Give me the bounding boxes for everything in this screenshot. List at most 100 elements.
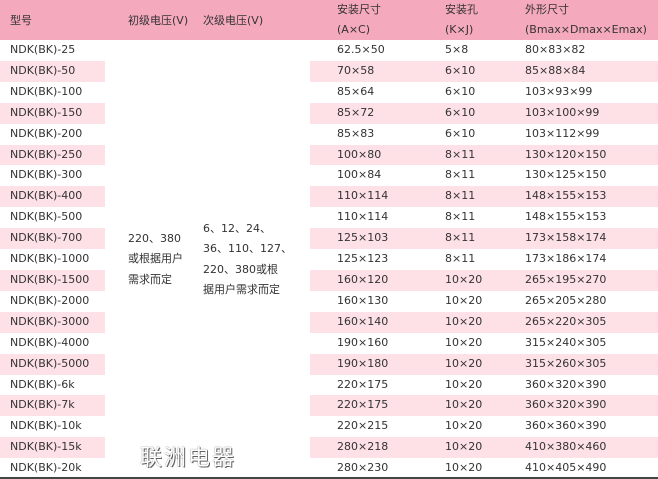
model-cell: NDK(BK)-4000 xyxy=(10,335,90,349)
mount-size-cell: 110×114 xyxy=(337,210,389,224)
mount-hole-cell: 8×11 xyxy=(445,210,476,224)
mount-size-cell: 280×230 xyxy=(337,461,389,475)
mount-hole-cell: 10×20 xyxy=(415,269,500,291)
model-cell: NDK(BK)-25 xyxy=(10,43,76,56)
text-line: 需求而定 xyxy=(128,272,172,286)
mount-size-cell: 160×120 xyxy=(310,269,415,291)
mount-hole-cell: 10×20 xyxy=(415,395,500,417)
table-row: NDK(BK)-300 100×84 8×11 130×125×150 xyxy=(0,165,658,186)
bottom-border xyxy=(0,477,658,479)
mount-size-cell: 160×130 xyxy=(337,293,389,307)
outline-size-cell: 360×320×390 xyxy=(525,377,607,391)
outline-size-cell: 103×112×99 xyxy=(525,126,600,140)
model-cell: NDK(BK)-20k xyxy=(10,461,82,475)
mount-size-cell: 100×80 xyxy=(310,144,415,166)
model-cell: NDK(BK)-1000 xyxy=(10,252,90,266)
mount-size-cell: 85×72 xyxy=(310,102,415,124)
model-cell: NDK(BK)-50 xyxy=(0,60,105,82)
mount-size-cell: 125×123 xyxy=(337,252,389,266)
table-row: NDK(BK)-100 85×64 6×10 103×93×99 xyxy=(0,82,658,103)
model-cell: NDK(BK)-3000 xyxy=(0,311,105,333)
outline-size-cell: 173×158×174 xyxy=(500,228,658,250)
table-row: NDK(BK)-150 85×72 6×10 103×100×99 xyxy=(0,102,658,124)
mount-hole-cell: 10×20 xyxy=(415,353,500,375)
outline-size-cell: 265×205×280 xyxy=(525,293,607,307)
model-cell: NDK(BK)-2000 xyxy=(10,293,90,307)
model-cell: NDK(BK)-700 xyxy=(0,228,105,250)
text-line: 220、380 xyxy=(128,231,181,245)
model-cell: NDK(BK)-200 xyxy=(10,126,83,140)
outline-size-cell: 315×240×305 xyxy=(525,335,607,349)
outline-size-cell: 85×88×84 xyxy=(500,60,658,82)
model-cell: NDK(BK)-100 xyxy=(10,84,83,98)
model-cell: NDK(BK)-500 xyxy=(10,210,83,224)
table-row: NDK(BK)-500 110×114 8×11 148×155×153 xyxy=(0,207,658,228)
model-cell: NDK(BK)-1500 xyxy=(0,269,105,291)
table-row: NDK(BK)-6k 220×175 10×20 360×320×390 xyxy=(0,375,658,396)
mount-hole-cell: 6×10 xyxy=(445,126,476,140)
header-mount-size: 安装尺寸 (A×C) xyxy=(310,0,415,40)
table-row: NDK(BK)-20k 280×230 10×20 410×405×490 xyxy=(0,458,658,479)
model-cell: NDK(BK)-6k xyxy=(10,377,75,391)
mount-hole-cell: 10×20 xyxy=(445,419,483,433)
model-cell: NDK(BK)-400 xyxy=(0,186,105,208)
outline-size-cell: 360×320×390 xyxy=(500,395,658,417)
text-line: 220、380或根 xyxy=(203,262,278,276)
table-row: NDK(BK)-250 100×80 8×11 130×120×150 xyxy=(0,144,658,166)
mount-size-cell: 190×160 xyxy=(337,335,389,349)
outline-size-cell: 148×155×153 xyxy=(525,210,607,224)
header-primary-voltage: 初级电压(V) xyxy=(105,0,198,40)
outline-size-cell: 265×220×305 xyxy=(500,311,658,333)
text-line: 6、12、24、 xyxy=(203,221,271,235)
table-row: NDK(BK)-200 85×83 6×10 103×112×99 xyxy=(0,124,658,145)
mount-size-cell: 190×180 xyxy=(310,353,415,375)
text-line: 36、110、127、 xyxy=(203,242,292,256)
table-row: NDK(BK)-15k 280×218 10×20 410×380×460 xyxy=(0,437,658,459)
mount-size-cell: 62.5×50 xyxy=(337,43,385,56)
model-cell: NDK(BK)-250 xyxy=(0,144,105,166)
mount-hole-cell: 5×8 xyxy=(445,43,469,56)
table-row: NDK(BK)-1000 125×123 8×11 173×186×174 xyxy=(0,249,658,270)
model-cell: NDK(BK)-10k xyxy=(10,419,82,433)
table-row: NDK(BK)-3000 160×140 10×20 265×220×305 xyxy=(0,311,658,333)
outline-size-cell: 80×83×82 xyxy=(525,43,586,56)
mount-hole-cell: 8×11 xyxy=(415,228,500,250)
mount-hole-cell: 10×20 xyxy=(415,437,500,459)
mount-hole-cell: 10×20 xyxy=(445,461,483,475)
mount-hole-cell: 6×10 xyxy=(415,102,500,124)
table-row: NDK(BK)-25 220、380 或根据用户 需求而定 6、12、24、 36、110… xyxy=(0,40,658,479)
mount-size-cell: 125×103 xyxy=(310,228,415,250)
table-row: NDK(BK)-700 125×103 8×11 173×158×174 xyxy=(0,228,658,250)
model-cell: NDK(BK)-15k xyxy=(0,437,105,459)
outline-size-cell: 173×186×174 xyxy=(525,252,607,266)
outline-size-cell: 315×260×305 xyxy=(500,353,658,375)
outline-size-cell: 130×125×150 xyxy=(525,168,607,182)
header-secondary-voltage: 次级电压(V) xyxy=(198,0,310,40)
primary-voltage-cell: 220、380 或根据用户 需求而定 xyxy=(105,40,198,479)
mount-size-cell: 110×114 xyxy=(310,186,415,208)
text-line: 据用户需求而定 xyxy=(203,283,280,297)
model-cell: NDK(BK)-150 xyxy=(0,102,105,124)
outline-size-cell: 265×195×270 xyxy=(500,269,658,291)
model-cell: NDK(BK)-300 xyxy=(10,168,83,182)
table-row: NDK(BK)-2000 160×130 10×20 265×205×280 xyxy=(0,291,658,312)
header-line: (K×J) xyxy=(445,23,474,36)
outline-size-cell: 130×120×150 xyxy=(500,144,658,166)
mount-size-cell: 220×215 xyxy=(337,419,389,433)
mount-hole-cell: 10×20 xyxy=(445,335,483,349)
mount-size-cell: 100×84 xyxy=(337,168,382,182)
header-line: (A×C) xyxy=(337,23,371,36)
mount-size-cell: 70×58 xyxy=(310,60,415,82)
header-line: 安装尺寸 xyxy=(337,3,381,16)
table-row: NDK(BK)-1500 160×120 10×20 265×195×270 xyxy=(0,269,658,291)
table-row: NDK(BK)-5000 190×180 10×20 315×260×305 xyxy=(0,353,658,375)
mount-size-cell: 85×64 xyxy=(337,84,375,98)
mount-hole-cell: 10×20 xyxy=(445,293,483,307)
mount-hole-cell: 10×20 xyxy=(415,311,500,333)
header-row: 型号 初级电压(V) 次级电压(V) 安装尺寸 (A×C) 安装孔 (K×J) 外形… xyxy=(0,0,658,40)
mount-hole-cell: 6×10 xyxy=(415,60,500,82)
secondary-voltage-cell: 6、12、24、 36、110、127、 220、380或根 据用户需求而定 xyxy=(198,40,310,479)
mount-size-cell: 160×140 xyxy=(310,311,415,333)
mount-hole-cell: 6×10 xyxy=(445,84,476,98)
